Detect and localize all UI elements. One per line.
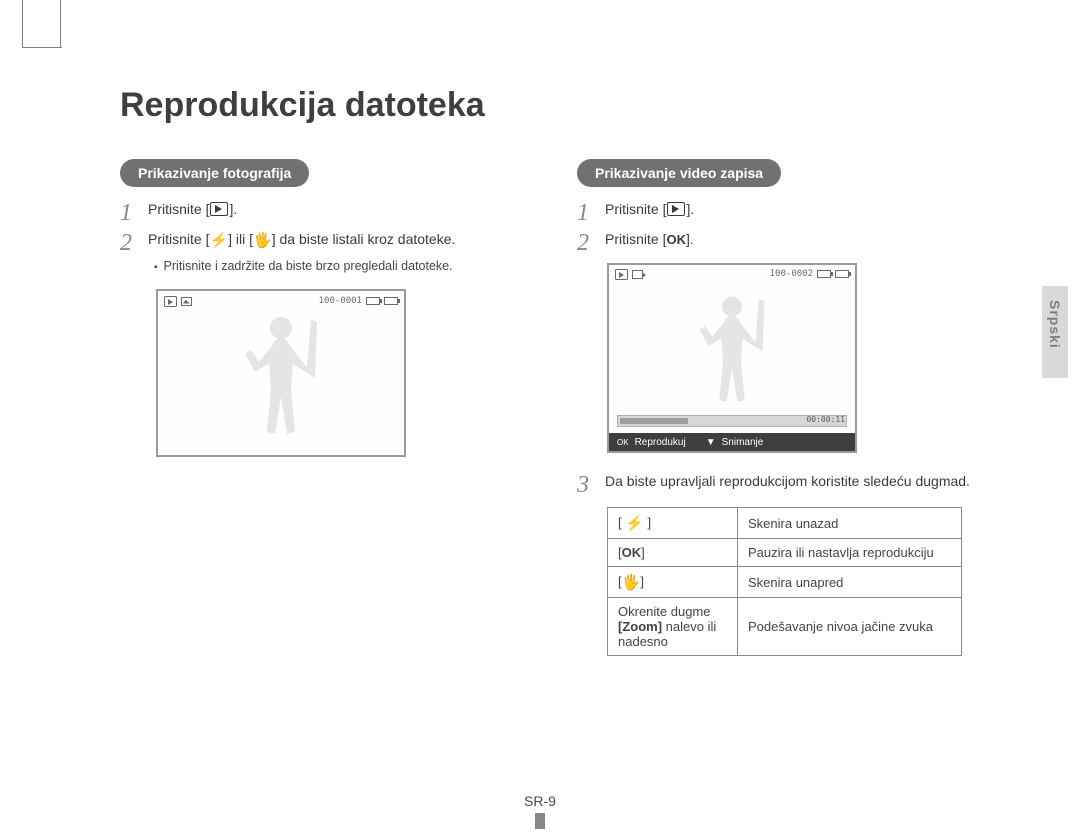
table-row: [OK] Pauzira ili nastavlja reprodukciju xyxy=(608,539,962,567)
zoom-label: [Zoom] xyxy=(618,619,662,634)
play-icon xyxy=(164,296,177,307)
table-cell: [OK] xyxy=(608,539,738,567)
video-time: 00:00:11 xyxy=(806,415,845,424)
down-icon: ▼ xyxy=(706,437,716,448)
page-content: Reprodukcija datoteka Prikazivanje fotog… xyxy=(60,48,1020,656)
step-number: 2 xyxy=(577,229,605,255)
battery-icon xyxy=(835,270,849,278)
step-number: 3 xyxy=(577,471,605,497)
text: Pritisnite [ xyxy=(148,201,209,217)
table-cell: Podešavanje nivoa jačine zvuka xyxy=(738,598,962,656)
page-title: Reprodukcija datoteka xyxy=(120,86,1020,125)
ok-label: OK xyxy=(622,545,642,560)
ok-label: OK xyxy=(617,438,629,447)
person-silhouette xyxy=(241,312,321,442)
battery-icon xyxy=(817,270,831,278)
text: Pritisnite [ xyxy=(148,231,209,247)
step-number: 1 xyxy=(120,199,148,225)
file-counter: 100-0002 xyxy=(770,269,813,279)
left-column: Prikazivanje fotografija 1 Pritisnite []… xyxy=(120,159,535,656)
page-number: SR-9 xyxy=(524,793,556,809)
video-display-mock: 100-0002 00 xyxy=(607,263,857,453)
flash-icon: ⚡ xyxy=(209,232,228,249)
video-icon xyxy=(632,270,643,279)
play-icon xyxy=(615,269,628,280)
timer-icon: 🖐 xyxy=(622,574,641,591)
text: ]. xyxy=(686,201,694,217)
text: Pritisnite [ xyxy=(605,201,666,217)
controls-table: [ ⚡ ] Skenira unazad [OK] Pauzira ili na… xyxy=(607,507,962,656)
table-cell: Pauzira ili nastavlja reprodukciju xyxy=(738,539,962,567)
left-step-1: 1 Pritisnite []. xyxy=(120,199,535,225)
step-number: 2 xyxy=(120,229,148,255)
text: Okrenite dugme xyxy=(618,604,711,619)
right-column: Prikazivanje video zapisa 1 Pritisnite [… xyxy=(577,159,992,656)
table-row: [ ⚡ ] Skenira unazad xyxy=(608,508,962,539)
step-text: Da biste upravljali reprodukcijom korist… xyxy=(605,471,970,492)
table-cell: [ ⚡ ] xyxy=(608,508,738,539)
play-icon xyxy=(667,202,685,216)
photo-display-mock: 100-0001 xyxy=(156,289,406,457)
display-bottom-bar: OK Reprodukuj ▼ Snimanje xyxy=(609,433,855,451)
columns: Prikazivanje fotografija 1 Pritisnite []… xyxy=(120,159,1020,656)
step-text: Pritisnite []. xyxy=(605,199,694,220)
text: ] da biste listali kroz datoteke. xyxy=(272,231,456,247)
table-row: Okrenite dugme [Zoom] nalevo ili nadesno… xyxy=(608,598,962,656)
section-pill-photos: Prikazivanje fotografija xyxy=(120,159,309,187)
left-note: ▪ Pritisnite i zadržite da biste brzo pr… xyxy=(154,259,535,277)
ok-label: OK xyxy=(666,232,686,247)
step-number: 1 xyxy=(577,199,605,225)
bullet-icon: ▪ xyxy=(154,259,158,277)
person-silhouette xyxy=(696,291,768,409)
table-cell: [🖐] xyxy=(608,567,738,598)
table-row: [🖐] Skenira unapred xyxy=(608,567,962,598)
play-icon xyxy=(210,202,228,216)
step-text: Pritisnite [⚡] ili [🖐] da biste listali … xyxy=(148,229,455,253)
text: ] ili [ xyxy=(228,231,253,247)
text: Pritisnite [ xyxy=(605,231,666,247)
record-label: Snimanje xyxy=(722,437,764,448)
language-label: Srpski xyxy=(1047,300,1063,349)
right-step-1: 1 Pritisnite []. xyxy=(577,199,992,225)
timer-icon: 🖐 xyxy=(253,232,272,249)
right-step-3: 3 Da biste upravljali reprodukcijom kori… xyxy=(577,471,992,497)
display-topbar: 100-0001 xyxy=(158,291,404,311)
flash-icon: ⚡ xyxy=(625,515,644,532)
note-text: Pritisnite i zadržite da biste brzo preg… xyxy=(164,259,453,273)
section-pill-video: Prikazivanje video zapisa xyxy=(577,159,781,187)
play-label: Reprodukuj xyxy=(635,437,686,448)
left-step-2: 2 Pritisnite [⚡] ili [🖐] da biste listal… xyxy=(120,229,535,255)
text: ]. xyxy=(229,201,237,217)
text: ]. xyxy=(686,231,694,247)
table-cell: Okrenite dugme [Zoom] nalevo ili nadesno xyxy=(608,598,738,656)
step-text: Pritisnite [OK]. xyxy=(605,229,694,250)
display-topbar: 100-0002 xyxy=(609,265,855,283)
step-text: Pritisnite []. xyxy=(148,199,237,220)
table-cell: Skenira unazad xyxy=(738,508,962,539)
page-mark xyxy=(535,813,545,829)
battery-icon xyxy=(366,297,380,305)
right-step-2: 2 Pritisnite [OK]. xyxy=(577,229,992,255)
battery-icon xyxy=(384,297,398,305)
image-icon xyxy=(181,297,192,306)
crop-mark-corner xyxy=(22,0,62,48)
file-counter: 100-0001 xyxy=(319,296,362,306)
table-cell: Skenira unapred xyxy=(738,567,962,598)
crop-mark-inner xyxy=(60,0,61,48)
